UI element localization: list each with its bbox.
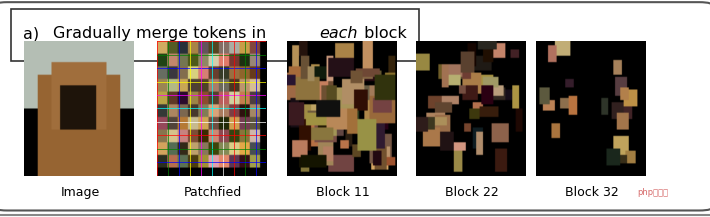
Text: Image: Image (60, 186, 99, 199)
Text: Gradually merge tokens in: Gradually merge tokens in (53, 26, 272, 41)
Text: block: block (359, 26, 407, 41)
Text: Block 22: Block 22 (445, 186, 499, 199)
Text: php智客网: php智客网 (638, 187, 669, 197)
Text: a): a) (23, 26, 39, 41)
Text: each: each (320, 26, 358, 41)
Text: Block 11: Block 11 (316, 186, 370, 199)
Text: Block 32: Block 32 (565, 186, 618, 199)
Text: Patchfied: Patchfied (184, 186, 242, 199)
FancyBboxPatch shape (0, 2, 710, 210)
FancyBboxPatch shape (11, 9, 419, 61)
